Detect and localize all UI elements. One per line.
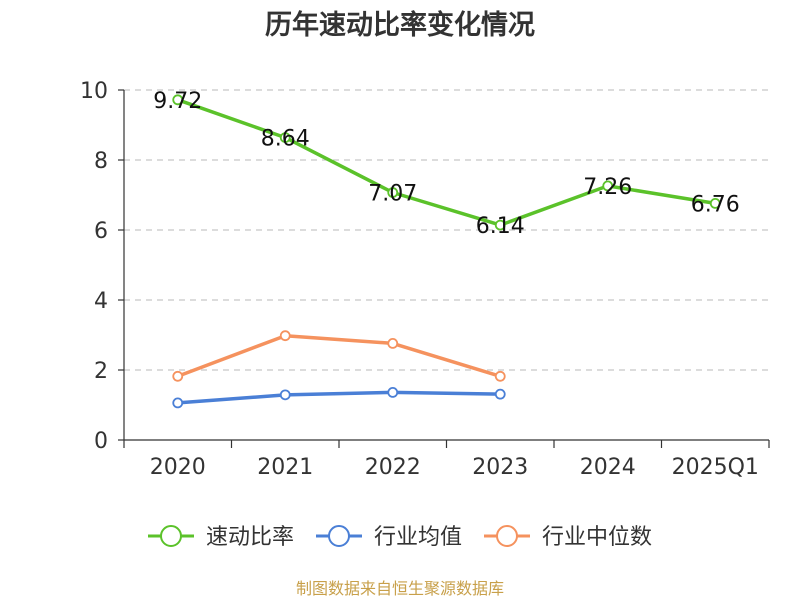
- legend-label-1: 行业均值: [374, 525, 462, 550]
- data-point-2-0: [172, 370, 184, 382]
- legend-marker-0: [160, 525, 182, 547]
- data-label-0-3: 6.14: [476, 214, 525, 239]
- data-label-0-2: 7.07: [368, 182, 417, 207]
- y-tick-label-8: 8: [94, 149, 108, 174]
- data-point-0-2: [387, 187, 399, 198]
- x-tick-label-2021: 2021: [257, 455, 313, 480]
- legend-marker-1: [328, 525, 350, 547]
- series-line-1: [176, 390, 503, 405]
- data-point-1-1: [279, 389, 291, 401]
- chart-title: 历年速动比率变化情况: [265, 9, 535, 41]
- data-point-0-0: [172, 94, 184, 106]
- data-point-1-0: [172, 397, 184, 409]
- data-point-0-3: [494, 219, 506, 231]
- legend: 速动比率 行业均值 行业中位数: [148, 525, 652, 550]
- axes: 0 2 4 6 8 10 2020 2021 2022 2023 2024 2025Q1: [80, 79, 770, 480]
- data-label-0-1: 8.64: [261, 127, 310, 152]
- y-tick-label-4: 4: [94, 289, 108, 314]
- data-point-2-3: [494, 370, 506, 382]
- grid-lines: [124, 89, 769, 371]
- x-tick-label-2025Q1: 2025Q1: [672, 455, 759, 480]
- data-label-0-5: 6.76: [691, 192, 740, 217]
- y-tick-label-2: 2: [94, 359, 108, 384]
- data-point-1-3: [494, 388, 506, 400]
- series-line-0: [176, 98, 718, 227]
- data-label-0-4: 7.26: [583, 175, 632, 200]
- series-line-2: [176, 333, 503, 379]
- data-point-0-1: [279, 132, 291, 144]
- data-point-2-1: [279, 330, 291, 342]
- data-labels: 9.72 8.64 7.07 6.14 7.26 6.76: [153, 89, 739, 239]
- source-note: 制图数据来自恒生聚源数据库: [296, 579, 504, 598]
- legend-label-2: 行业中位数: [542, 525, 652, 550]
- legend-marker-2: [496, 525, 518, 547]
- data-label-0-0: 9.72: [153, 89, 202, 114]
- legend-label-0: 速动比率: [206, 525, 294, 550]
- data-point-2-2: [387, 337, 399, 349]
- x-tick-label-2023: 2023: [472, 455, 528, 480]
- y-tick-label-10: 10: [80, 79, 108, 104]
- x-tick-label-2024: 2024: [580, 455, 636, 480]
- data-point-0-4: [602, 180, 614, 192]
- y-tick-label-0: 0: [94, 429, 108, 454]
- x-tick-label-2022: 2022: [365, 455, 421, 480]
- y-tick-label-6: 6: [94, 219, 108, 244]
- series-layer: [172, 94, 721, 409]
- x-tick-label-2020: 2020: [150, 455, 206, 480]
- data-point-1-2: [387, 386, 399, 398]
- data-point-0-5: [709, 197, 721, 209]
